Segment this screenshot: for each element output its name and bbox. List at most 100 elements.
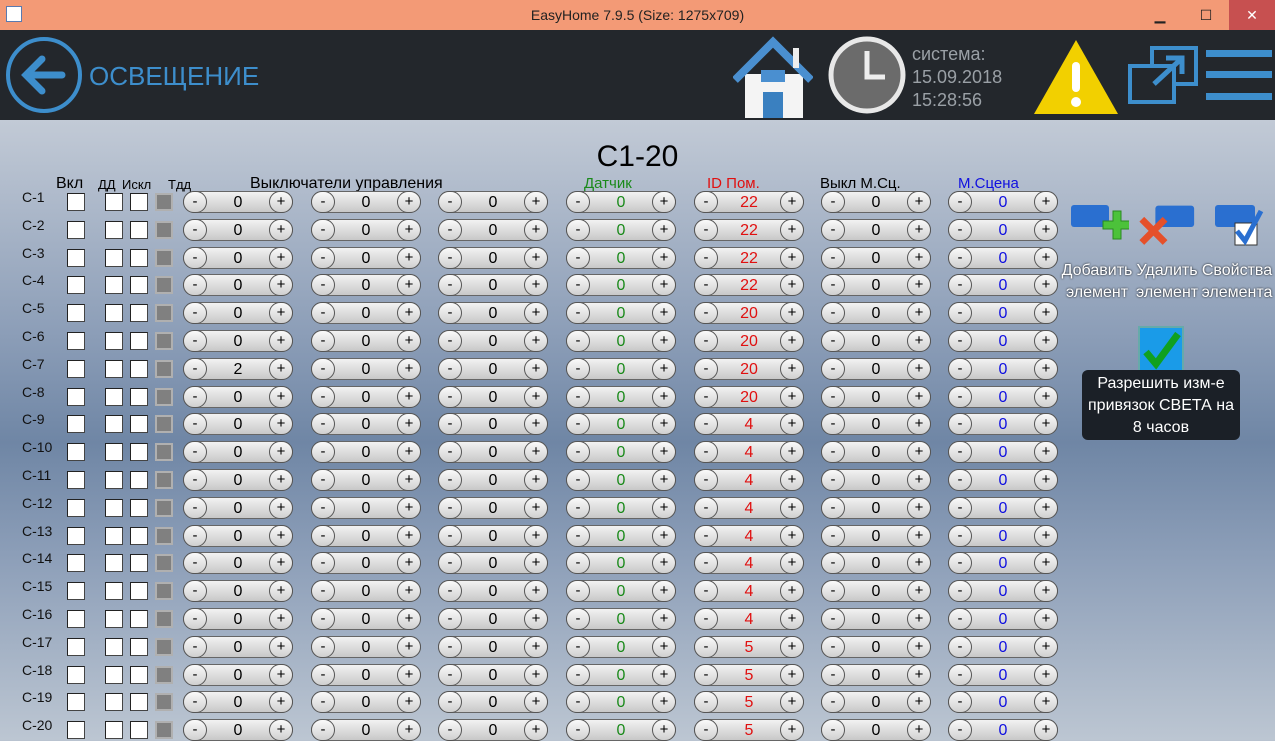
minus-button[interactable]: - [438,497,462,519]
minus-button[interactable]: - [566,386,590,408]
on-checkbox[interactable] [67,415,85,433]
minus-button[interactable]: - [694,441,718,463]
minus-button[interactable]: - [821,191,845,213]
plus-button[interactable]: + [652,441,676,463]
plus-button[interactable]: + [269,469,293,491]
minus-button[interactable]: - [694,191,718,213]
minus-button[interactable]: - [821,302,845,324]
plus-button[interactable]: + [397,247,421,269]
element-properties-button[interactable]: Свойства элемента [1200,203,1274,304]
minus-button[interactable]: - [821,274,845,296]
minus-button[interactable]: - [311,497,335,519]
minus-button[interactable]: - [821,719,845,741]
plus-button[interactable]: + [524,274,548,296]
plus-button[interactable]: + [652,636,676,658]
dd-checkbox[interactable] [105,693,123,711]
minus-button[interactable]: - [311,358,335,380]
minus-button[interactable]: - [311,274,335,296]
minus-button[interactable]: - [566,691,590,713]
plus-button[interactable]: + [269,247,293,269]
minus-button[interactable]: - [566,608,590,630]
minus-button[interactable]: - [821,497,845,519]
minus-button[interactable]: - [438,386,462,408]
dd-checkbox[interactable] [105,582,123,600]
plus-button[interactable]: + [652,525,676,547]
dd-checkbox[interactable] [105,276,123,294]
on-checkbox[interactable] [67,443,85,461]
plus-button[interactable]: + [907,525,931,547]
minus-button[interactable]: - [948,191,972,213]
minus-button[interactable]: - [438,608,462,630]
plus-button[interactable]: + [780,274,804,296]
minus-button[interactable]: - [694,636,718,658]
plus-button[interactable]: + [780,608,804,630]
plus-button[interactable]: + [397,691,421,713]
minus-button[interactable]: - [311,219,335,241]
minus-button[interactable]: - [566,552,590,574]
minus-button[interactable]: - [694,358,718,380]
minus-button[interactable]: - [948,580,972,602]
minus-button[interactable]: - [694,719,718,741]
excl-checkbox[interactable] [130,304,148,322]
plus-button[interactable]: + [907,552,931,574]
minus-button[interactable]: - [438,469,462,491]
excl-checkbox[interactable] [130,415,148,433]
dd-checkbox[interactable] [105,721,123,739]
plus-button[interactable]: + [907,719,931,741]
on-checkbox[interactable] [67,610,85,628]
plus-button[interactable]: + [397,552,421,574]
plus-button[interactable]: + [907,497,931,519]
plus-button[interactable]: + [524,441,548,463]
plus-button[interactable]: + [524,247,548,269]
window-mode-icon[interactable] [1128,46,1200,106]
on-checkbox[interactable] [67,693,85,711]
menu-icon[interactable] [1206,50,1272,100]
plus-button[interactable]: + [1034,719,1058,741]
plus-button[interactable]: + [269,552,293,574]
close-button[interactable]: ✕ [1229,0,1275,30]
plus-button[interactable]: + [524,191,548,213]
excl-checkbox[interactable] [130,276,148,294]
minus-button[interactable]: - [948,552,972,574]
minus-button[interactable]: - [948,608,972,630]
minus-button[interactable]: - [694,608,718,630]
minus-button[interactable]: - [311,441,335,463]
minus-button[interactable]: - [821,330,845,352]
plus-button[interactable]: + [269,274,293,296]
minus-button[interactable]: - [566,469,590,491]
plus-button[interactable]: + [269,580,293,602]
plus-button[interactable]: + [780,386,804,408]
minus-button[interactable]: - [566,219,590,241]
plus-button[interactable]: + [269,441,293,463]
plus-button[interactable]: + [397,413,421,435]
minus-button[interactable]: - [821,580,845,602]
minus-button[interactable]: - [183,664,207,686]
excl-checkbox[interactable] [130,443,148,461]
plus-button[interactable]: + [652,274,676,296]
plus-button[interactable]: + [907,386,931,408]
plus-button[interactable]: + [1034,413,1058,435]
plus-button[interactable]: + [524,664,548,686]
minus-button[interactable]: - [694,525,718,547]
plus-button[interactable]: + [780,469,804,491]
plus-button[interactable]: + [524,413,548,435]
minus-button[interactable]: - [694,330,718,352]
excl-checkbox[interactable] [130,554,148,572]
plus-button[interactable]: + [907,413,931,435]
plus-button[interactable]: + [907,274,931,296]
plus-button[interactable]: + [524,608,548,630]
minus-button[interactable]: - [566,191,590,213]
minus-button[interactable]: - [311,664,335,686]
plus-button[interactable]: + [524,497,548,519]
on-checkbox[interactable] [67,304,85,322]
on-checkbox[interactable] [67,276,85,294]
minimize-button[interactable]: ▁ [1154,7,1166,23]
on-checkbox[interactable] [67,527,85,545]
plus-button[interactable]: + [907,580,931,602]
plus-button[interactable]: + [652,580,676,602]
minus-button[interactable]: - [948,330,972,352]
minus-button[interactable]: - [183,719,207,741]
minus-button[interactable]: - [821,469,845,491]
minus-button[interactable]: - [438,358,462,380]
minus-button[interactable]: - [821,413,845,435]
